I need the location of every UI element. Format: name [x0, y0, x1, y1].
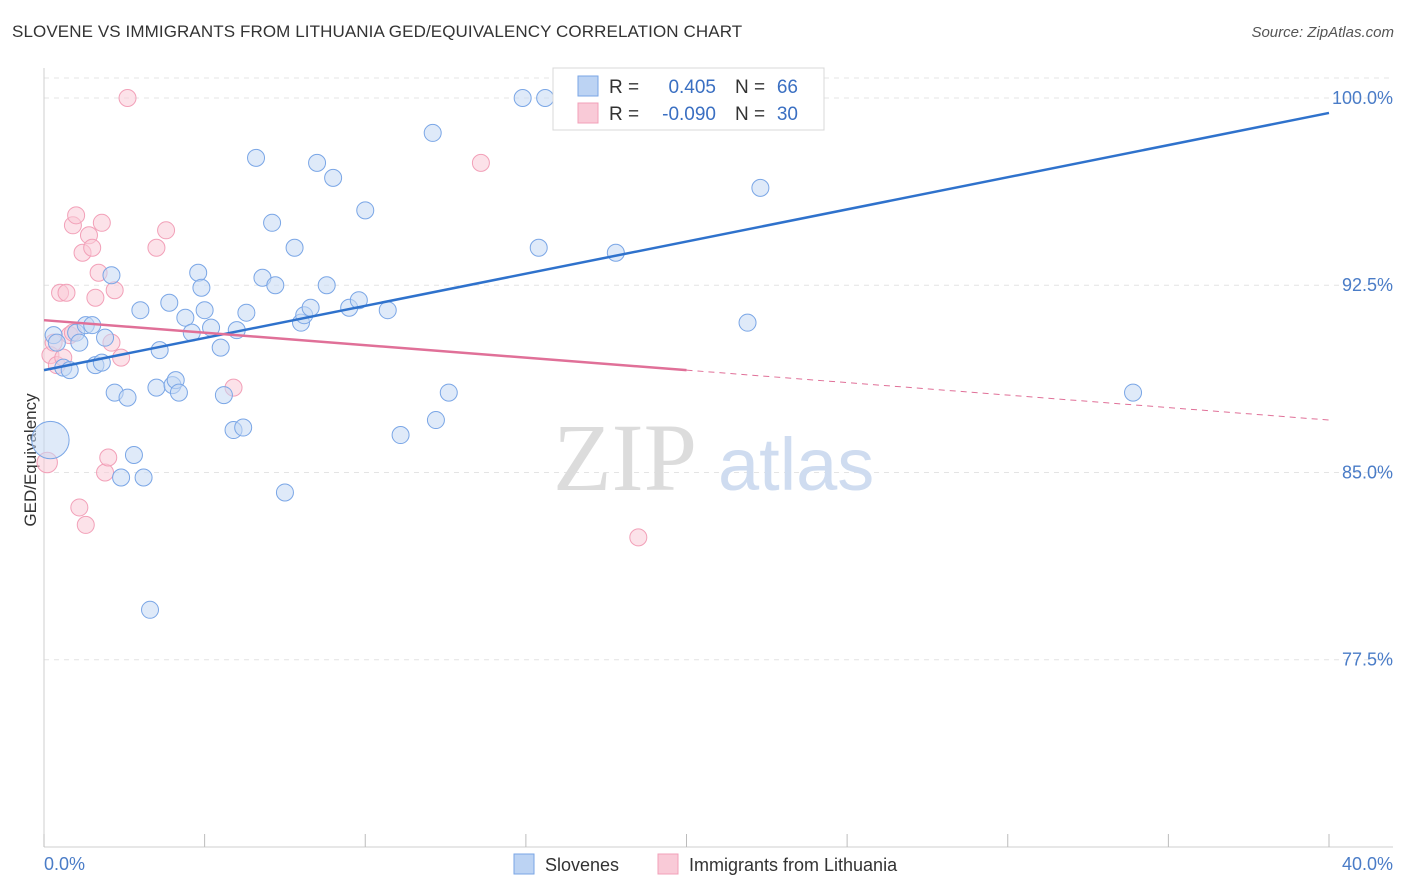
slovenes-point [237, 303, 256, 322]
legend: Slovenes Immigrants from Lithuania [513, 853, 898, 875]
slovenes-point [349, 291, 368, 310]
stats-swatch-lithuania [577, 102, 599, 124]
lithuania-point [99, 448, 118, 467]
slovenes-point [147, 378, 166, 397]
slovenes-point [275, 483, 294, 502]
slovenes-point [751, 178, 770, 197]
slovenes-point [536, 88, 555, 107]
slovenes-point [150, 341, 169, 360]
slovenes-point [214, 386, 233, 405]
grid-lines [44, 77, 1393, 661]
stats-r-label-1: R = [609, 77, 639, 98]
lithuania-point [70, 498, 89, 517]
y-tick-label: 100.0% [1332, 88, 1393, 108]
slovenes-point [301, 298, 320, 317]
y-tick-label: 92.5% [1342, 275, 1393, 295]
slovenes-point [31, 420, 70, 460]
slovenes-point [192, 278, 211, 297]
legend-label-lithuania: Immigrants from Lithuania [689, 855, 898, 875]
slovenes-point [738, 313, 757, 332]
lithuania-point [112, 348, 131, 367]
x-axis-ticks [43, 834, 1330, 847]
slovenes-point [356, 201, 375, 220]
slovenes-points [31, 88, 1143, 619]
slovenes-point [124, 446, 143, 465]
lithuania-point [76, 515, 95, 534]
lithuania-point [147, 238, 166, 257]
lithuania-point [96, 463, 115, 482]
trend-lines [43, 111, 1330, 421]
y-tick-labels: 77.5% 85.0% 92.5% 100.0% [1332, 88, 1393, 670]
slovenes-point [131, 301, 150, 320]
lithuania-point [157, 221, 176, 240]
chart-title: SLOVENE VS IMMIGRANTS FROM LITHUANIA GED… [12, 22, 743, 41]
lithuania-trend-extension [686, 369, 1330, 421]
lithuania-point [118, 88, 137, 107]
slovenes-point [211, 338, 230, 357]
lithuania-point [86, 288, 105, 307]
lithuania-point [105, 281, 124, 300]
slovenes-point [308, 153, 327, 172]
slovenes-point [118, 388, 137, 407]
slovenes-point [606, 243, 625, 262]
slovenes-point [70, 333, 89, 352]
slovenes-point [266, 276, 285, 295]
slovenes-point [134, 468, 153, 487]
lithuania-point [471, 153, 490, 172]
slovenes-point [47, 333, 66, 352]
x-tick-label-max: 40.0% [1342, 854, 1393, 874]
stats-r-label-2: R = [609, 104, 639, 125]
slovenes-point [439, 383, 458, 402]
slovenes-point [513, 88, 532, 107]
slovenes-point [423, 123, 442, 142]
source-label: Source: ZipAtlas.com [1251, 24, 1394, 41]
slovenes-point [391, 426, 410, 445]
x-tick-label-min: 0.0% [44, 854, 85, 874]
slovenes-point [378, 301, 397, 320]
slovenes-point [529, 238, 548, 257]
slovenes-point [1124, 383, 1143, 402]
lithuania-trend-line [43, 318, 687, 372]
stats-n-value-2: 30 [777, 104, 798, 125]
slovenes-point [324, 168, 343, 187]
y-axis-label: GED/Equivalency [21, 393, 40, 527]
stats-n-label-2: N = [735, 104, 765, 125]
slovenes-point [160, 293, 179, 312]
slovenes-point [195, 301, 214, 320]
stats-box: R = 0.405 N = 66 R = -0.090 N = 30 [552, 67, 825, 131]
lithuania-point [57, 283, 76, 302]
stats-r-value-2: -0.090 [662, 104, 716, 125]
stats-swatch-slovenes [577, 75, 599, 97]
legend-label-slovenes: Slovenes [545, 855, 619, 875]
slovenes-point [317, 276, 336, 295]
slovenes-point [285, 238, 304, 257]
slovenes-point [176, 308, 195, 327]
slovenes-point [234, 418, 253, 437]
lithuania-point [92, 213, 111, 232]
slovenes-point [426, 411, 445, 430]
stats-n-value-1: 66 [777, 77, 798, 98]
slovenes-point [189, 263, 208, 282]
slovenes-point [102, 266, 121, 285]
stats-r-value-1: 0.405 [668, 77, 716, 98]
slovenes-trend-line [43, 111, 1330, 372]
slovenes-point [96, 328, 115, 347]
lithuania-point [83, 238, 102, 257]
stats-n-label-1: N = [735, 77, 765, 98]
legend-swatch-lithuania [657, 853, 679, 875]
slovenes-point [263, 213, 282, 232]
legend-swatch-slovenes [513, 853, 535, 875]
slovenes-point [112, 468, 131, 487]
y-tick-label: 77.5% [1342, 650, 1393, 670]
watermark-atlas: atlas [718, 423, 874, 506]
slovenes-point [247, 148, 266, 167]
slovenes-point [169, 383, 188, 402]
watermark-zip: ZIP [553, 404, 697, 511]
slovenes-point [141, 600, 160, 619]
lithuania-point [67, 206, 86, 225]
y-tick-label: 85.0% [1342, 462, 1393, 482]
lithuania-point [629, 528, 648, 547]
